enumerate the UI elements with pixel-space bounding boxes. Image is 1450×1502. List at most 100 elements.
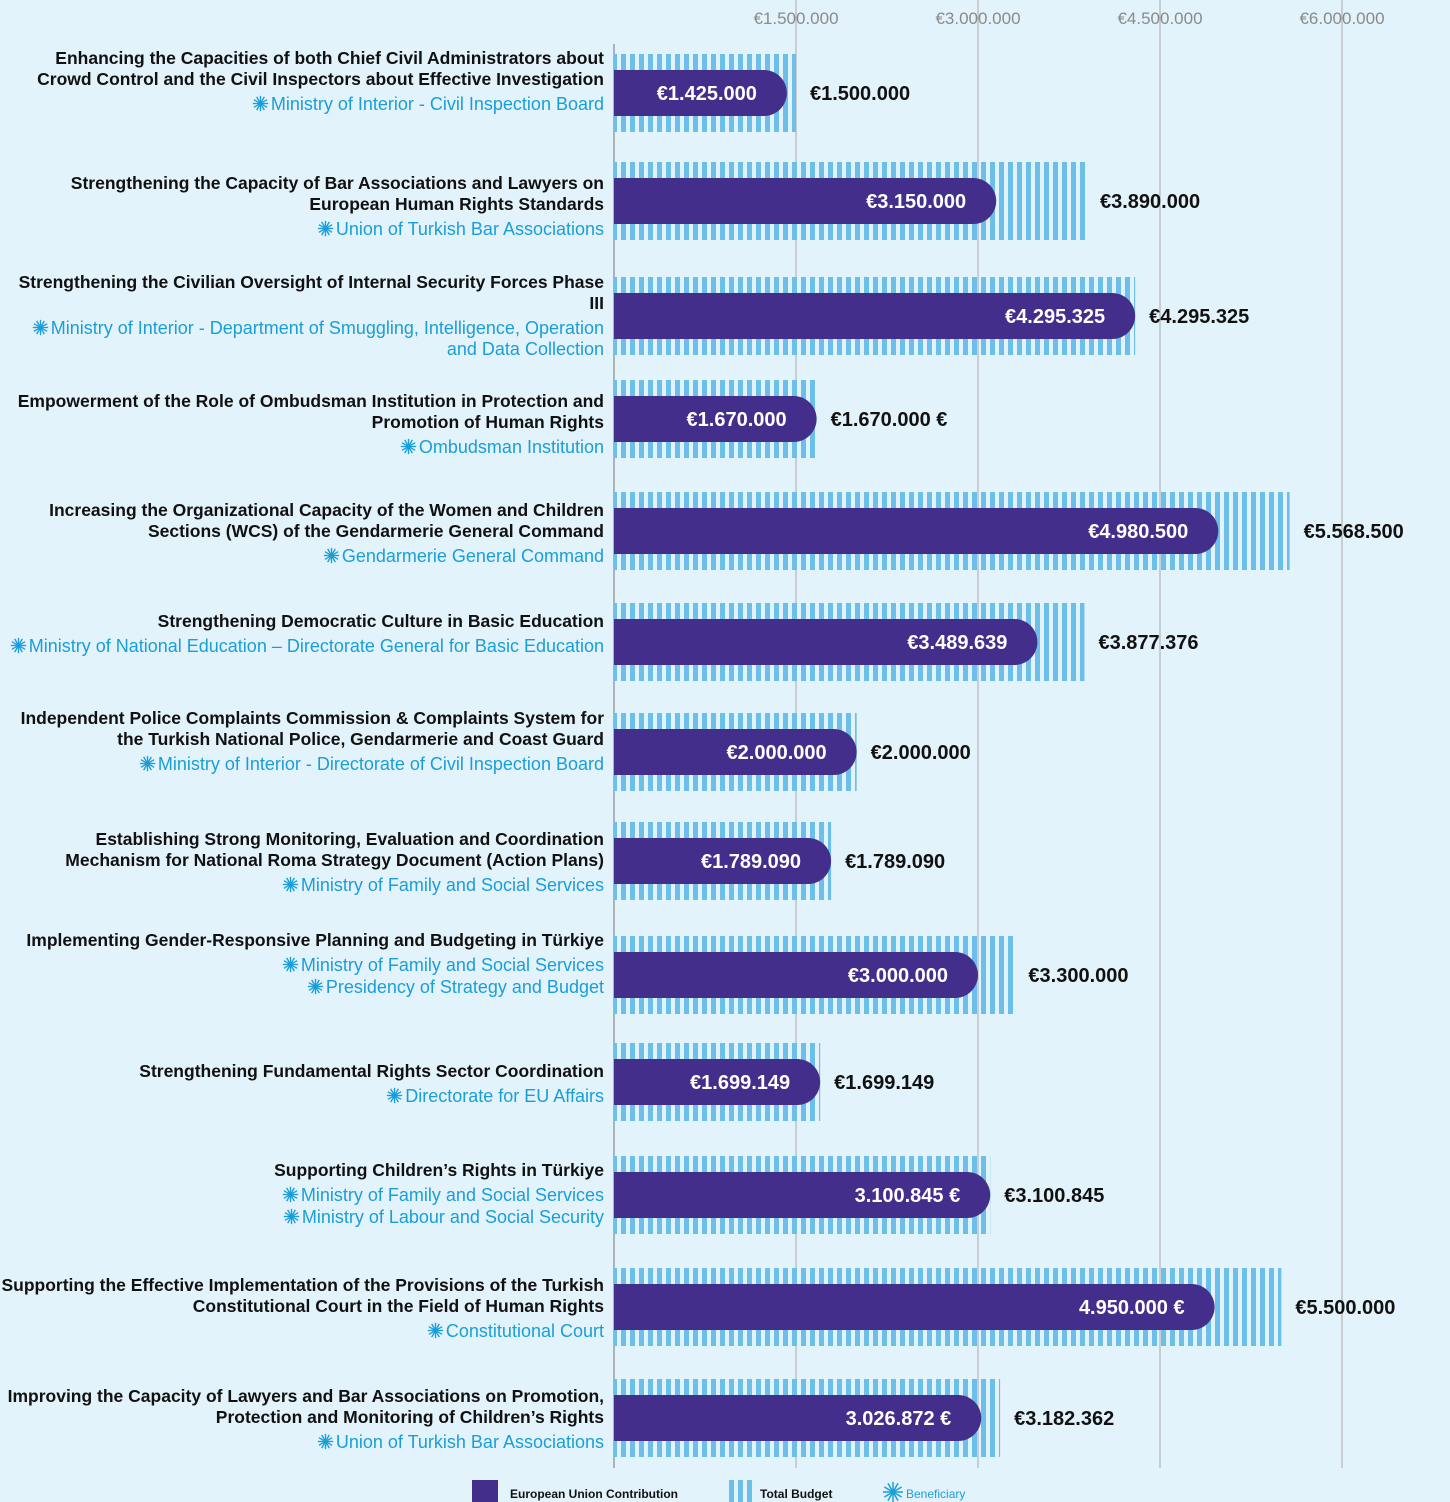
beneficiary-text: Ministry of Interior - Civil Inspection …: [271, 94, 604, 114]
beneficiary-text: Ministry of Interior - Department of Smu…: [51, 318, 604, 359]
eu-value-label: 3.100.845 €: [855, 1185, 961, 1207]
total-value-label: €4.295.325: [1149, 306, 1249, 328]
beneficiary: Ombudsman Institution: [0, 437, 604, 458]
category-label: Strengthening the Capacity of Bar Associ…: [0, 173, 604, 240]
beneficiary-icon: [32, 319, 49, 336]
eu-value-label: €3.150.000: [866, 191, 966, 213]
beneficiary: Ministry of Interior - Civil Inspection …: [0, 94, 604, 115]
category-title: Increasing the Organizational Capacity o…: [0, 500, 604, 542]
beneficiary: Ministry of Family and Social Services: [0, 955, 604, 976]
beneficiary: Constitutional Court: [0, 1321, 604, 1342]
beneficiary-text: Ministry of National Education – Directo…: [29, 636, 604, 656]
beneficiary: Presidency of Strategy and Budget: [0, 977, 604, 998]
beneficiary-text: Union of Turkish Bar Associations: [336, 219, 604, 239]
beneficiary: Ministry of Interior - Department of Smu…: [0, 318, 604, 360]
total-value-label: €1.789.090: [845, 851, 945, 873]
beneficiary-text: Ombudsman Institution: [419, 437, 604, 457]
beneficiary-text: Gendarmerie General Command: [342, 546, 604, 566]
category-label: Implementing Gender-Responsive Planning …: [0, 930, 604, 998]
category-title: Independent Police Complaints Commission…: [0, 708, 604, 750]
beneficiary: Ministry of Interior - Directorate of Ci…: [0, 754, 604, 775]
beneficiary: Gendarmerie General Command: [0, 546, 604, 567]
category-title: Supporting the Effective Implementation …: [0, 1275, 604, 1317]
beneficiary-icon: [283, 1208, 300, 1225]
total-value-label: €3.300.000: [1028, 965, 1128, 987]
x-tick-label: €4.500.000: [1117, 9, 1202, 28]
category-label: Enhancing the Capacities of both Chief C…: [0, 48, 604, 115]
eu-value-label: €1.789.090: [701, 851, 801, 873]
legend-swatch: [729, 1480, 756, 1502]
beneficiary: Ministry of Family and Social Services: [0, 875, 604, 896]
beneficiary-icon: [282, 876, 299, 893]
beneficiary-icon: [252, 95, 269, 112]
legend-label: European Union Contribution: [510, 1487, 678, 1501]
category-label: Supporting the Effective Implementation …: [0, 1275, 604, 1342]
beneficiary-text: Constitutional Court: [446, 1321, 604, 1341]
category-label: Supporting Children’s Rights in Türkiye M…: [0, 1160, 604, 1228]
beneficiary-text: Ministry of Family and Social Services: [301, 875, 604, 895]
category-title: Implementing Gender-Responsive Planning …: [0, 930, 604, 951]
category-label: Establishing Strong Monitoring, Evaluati…: [0, 829, 604, 896]
beneficiary-text: Ministry of Labour and Social Security: [302, 1207, 604, 1227]
beneficiary-text: Ministry of Family and Social Services: [301, 1185, 604, 1205]
category-title: Strengthening Democratic Culture in Basi…: [0, 611, 604, 632]
total-value-label: €3.100.845: [1004, 1185, 1104, 1207]
category-title: Enhancing the Capacities of both Chief C…: [0, 48, 604, 90]
category-label: Strengthening the Civilian Oversight of …: [0, 272, 604, 360]
eu-value-label: €3.000.000: [848, 965, 948, 987]
x-tick-label: €3.000.000: [935, 9, 1020, 28]
eu-value-label: 4.950.000 €: [1079, 1297, 1185, 1319]
beneficiary-icon: [317, 220, 334, 237]
legend-swatch: [472, 1480, 498, 1502]
beneficiary-icon: [307, 978, 324, 995]
total-value-label: €3.877.376: [1098, 632, 1198, 654]
beneficiary: Union of Turkish Bar Associations: [0, 219, 604, 240]
category-label: Independent Police Complaints Commission…: [0, 708, 604, 775]
total-value-label: €1.699.149: [834, 1072, 934, 1094]
eu-value-label: €2.000.000: [727, 742, 827, 764]
eu-value-label: €3.489.639: [907, 632, 1007, 654]
total-value-label: €1.500.000: [810, 83, 910, 105]
beneficiary-icon: [323, 547, 340, 564]
beneficiary-text: Ministry of Family and Social Services: [301, 955, 604, 975]
total-value-label: €5.568.500: [1304, 521, 1404, 543]
x-tick-label: €1.500.000: [753, 9, 838, 28]
beneficiary-icon: [282, 1186, 299, 1203]
beneficiary-text: Directorate for EU Affairs: [405, 1086, 604, 1106]
category-label: Empowerment of the Role of Ombudsman Ins…: [0, 391, 604, 458]
total-value-label: €5.500.000: [1295, 1297, 1395, 1319]
beneficiary-text: Ministry of Interior - Directorate of Ci…: [158, 754, 604, 774]
eu-value-label: €1.670.000: [687, 409, 787, 431]
legend-label: Beneficiary: [906, 1487, 965, 1501]
beneficiary-icon: [400, 438, 417, 455]
beneficiary-icon: [282, 956, 299, 973]
category-label: Increasing the Organizational Capacity o…: [0, 500, 604, 567]
beneficiary: Union of Turkish Bar Associations: [0, 1432, 604, 1453]
category-title: Strengthening the Capacity of Bar Associ…: [0, 173, 604, 215]
beneficiary-icon: [139, 755, 156, 772]
category-title: Establishing Strong Monitoring, Evaluati…: [0, 829, 604, 871]
total-value-label: €3.890.000: [1100, 191, 1200, 213]
legend-icon: [883, 1482, 903, 1502]
legend-label: Total Budget: [760, 1487, 832, 1501]
eu-value-label: €4.980.500: [1088, 521, 1188, 543]
x-tick-label: €6.000.000: [1299, 9, 1384, 28]
beneficiary: Ministry of Family and Social Services: [0, 1185, 604, 1206]
total-value-label: €1.670.000 €: [831, 409, 948, 431]
beneficiary-icon: [317, 1433, 334, 1450]
beneficiary-text: Presidency of Strategy and Budget: [326, 977, 604, 997]
beneficiary: Ministry of Labour and Social Security: [0, 1207, 604, 1228]
eu-value-label: €1.425.000: [657, 83, 757, 105]
eu-value-label: €4.295.325: [1005, 306, 1105, 328]
category-title: Supporting Children’s Rights in Türkiye: [0, 1160, 604, 1181]
category-label: Improving the Capacity of Lawyers and Ba…: [0, 1386, 604, 1453]
total-value-label: €2.000.000: [871, 742, 971, 764]
beneficiary-icon: [10, 637, 27, 654]
total-value-label: €3.182.362: [1014, 1408, 1114, 1430]
category-title: Strengthening the Civilian Oversight of …: [0, 272, 604, 314]
beneficiary: Directorate for EU Affairs: [0, 1086, 604, 1107]
category-label: Strengthening Democratic Culture in Basi…: [0, 611, 604, 657]
beneficiary: Ministry of National Education – Directo…: [0, 636, 604, 657]
eu-value-label: €1.699.149: [690, 1072, 790, 1094]
category-title: Empowerment of the Role of Ombudsman Ins…: [0, 391, 604, 433]
